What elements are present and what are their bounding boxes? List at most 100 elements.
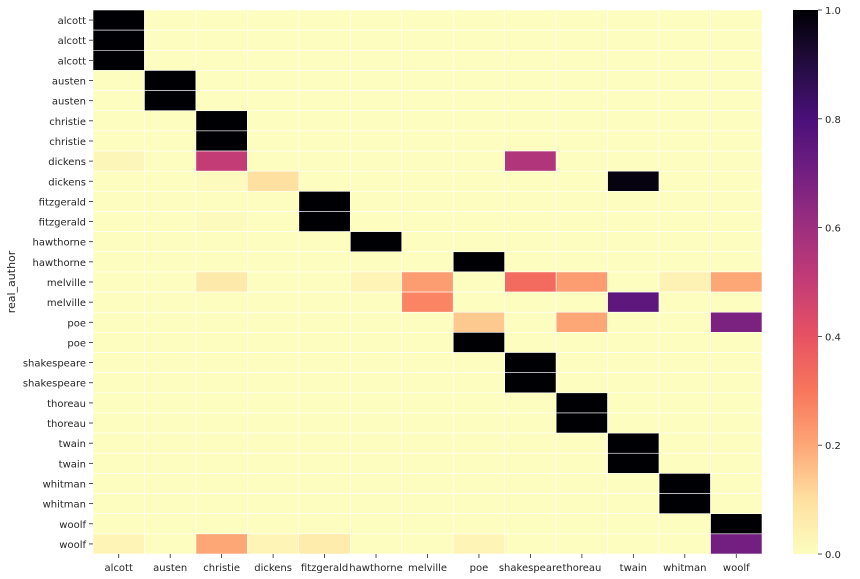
y-tick-label: melville: [47, 298, 86, 309]
heatmap-cell: [401, 170, 454, 192]
heatmap-cell: [658, 231, 711, 253]
heatmap-cell: [92, 473, 145, 494]
heatmap-cell: [247, 392, 300, 414]
heatmap-cell: [555, 311, 608, 333]
heatmap-cell: [195, 29, 248, 51]
heatmap-cell: [350, 452, 403, 474]
heatmap-cell: [401, 70, 454, 91]
heatmap-cell: [144, 412, 197, 434]
heatmap-cell: [452, 412, 505, 434]
heatmap-cell: [195, 90, 248, 112]
heatmap-cell: [452, 191, 505, 212]
heatmap-cell: [401, 332, 454, 353]
heatmap-cell: [710, 9, 763, 31]
heatmap-cell: [350, 332, 403, 353]
heatmap-cell: [607, 533, 660, 555]
heatmap-cell: [144, 9, 197, 31]
heatmap-cell: [144, 493, 197, 515]
heatmap-cell: [658, 29, 711, 51]
x-tick-labels: alcott austen christie dickens fitzgerald haw…: [105, 554, 750, 574]
heatmap-cell: [710, 372, 763, 394]
y-tick-label: whitman: [43, 479, 86, 490]
heatmap-cell: [247, 473, 300, 494]
heatmap-cell: [92, 110, 145, 132]
heatmap-cell: [401, 473, 454, 494]
y-tick-label: alcott: [58, 36, 86, 47]
y-tick-label: twain: [59, 459, 86, 470]
heatmap-cell: [298, 191, 351, 212]
y-tick-label: alcott: [58, 56, 86, 67]
heatmap-cell: [555, 9, 608, 31]
heatmap-cell: [555, 130, 608, 152]
heatmap-cell: [710, 150, 763, 172]
heatmap-cell: [92, 251, 145, 273]
heatmap-cell: [555, 452, 608, 474]
y-tick-labels: alcott alcott alcott austen austen christie ch…: [23, 16, 93, 551]
heatmap-cell: [144, 70, 197, 91]
heatmap-cell: [504, 432, 557, 454]
heatmap-cell: [350, 130, 403, 152]
heatmap-cell: [658, 49, 711, 71]
y-tick-label: austen: [52, 77, 86, 88]
heatmap-cell: [452, 231, 505, 253]
heatmap-cell: [298, 29, 351, 51]
x-tick-label: dickens: [254, 563, 292, 574]
heatmap-cell: [658, 432, 711, 454]
heatmap-cell: [555, 271, 608, 293]
heatmap-cell: [298, 473, 351, 494]
heatmap-cell: [298, 352, 351, 373]
heatmap-cell: [350, 191, 403, 212]
heatmap-cell: [555, 332, 608, 353]
heatmap-cell: [555, 473, 608, 494]
heatmap-cell: [710, 513, 763, 535]
heatmap-cell: [452, 49, 505, 71]
y-tick-label: dickens: [48, 177, 86, 188]
y-tick-label: hawthorne: [33, 238, 86, 249]
heatmap-cell: [401, 130, 454, 152]
heatmap-cell: [298, 533, 351, 555]
y-tick-label: christie: [49, 137, 86, 148]
heatmap-cell: [195, 251, 248, 273]
y-tick-label: christie: [49, 117, 86, 128]
heatmap-cell: [452, 332, 505, 353]
heatmap-cell: [401, 493, 454, 515]
heatmap-cell: [247, 90, 300, 112]
heatmap-cell: [555, 372, 608, 394]
heatmap-cell: [92, 29, 145, 51]
x-tick-label: christie: [203, 563, 240, 574]
heatmap-cell: [452, 29, 505, 51]
heatmap-cell: [298, 432, 351, 454]
heatmap-cell: [607, 311, 660, 333]
heatmap-cell: [401, 29, 454, 51]
heatmap-cell: [452, 130, 505, 152]
heatmap-cell: [504, 70, 557, 91]
heatmap-cell: [247, 432, 300, 454]
heatmap-cell: [247, 211, 300, 232]
heatmap-cell: [195, 70, 248, 91]
heatmap-cell: [607, 231, 660, 253]
heatmap-cell: [247, 191, 300, 212]
heatmap-cell: [607, 70, 660, 91]
heatmap-cell: [504, 372, 557, 394]
heatmap-cell: [350, 533, 403, 555]
heatmap-cell: [555, 29, 608, 51]
heatmap-cell: [710, 29, 763, 51]
heatmap-cell: [607, 110, 660, 132]
heatmap-cell: [401, 49, 454, 71]
heatmap-cell: [658, 271, 711, 293]
heatmap-cell: [452, 291, 505, 313]
heatmap-cell: [195, 432, 248, 454]
heatmap-cell: [350, 412, 403, 434]
y-tick-label: whitman: [43, 500, 86, 511]
heatmap-cell: [658, 311, 711, 333]
heatmap-cell: [247, 533, 300, 555]
heatmap-cell: [92, 231, 145, 253]
heatmap-cell: [658, 170, 711, 192]
heatmap-cell: [607, 170, 660, 192]
heatmap-cell: [247, 29, 300, 51]
heatmap-cell: [298, 150, 351, 172]
heatmap-cell: [710, 231, 763, 253]
heatmap-cell: [92, 432, 145, 454]
heatmap-cell: [658, 70, 711, 91]
